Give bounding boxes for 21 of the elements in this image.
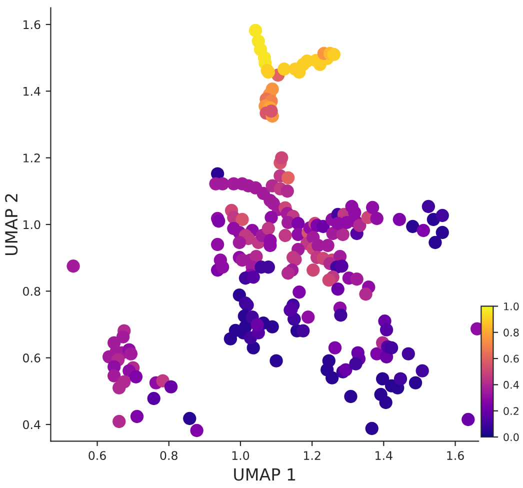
y-tick-label: 1.0 <box>24 220 40 230</box>
x-tick-label: 0.8 <box>160 451 178 460</box>
x-tick-label: 1.6 <box>447 451 464 460</box>
y-tick-label: 0.6 <box>23 354 40 362</box>
y-tick-label: 0.8 <box>23 286 40 296</box>
color-bar-label: 0.4 <box>504 380 519 389</box>
y-tick-label: 1.6 <box>24 20 40 30</box>
color-bar-label: 1.0 <box>504 302 519 310</box>
y-axis-title: UMAP 2 <box>5 194 18 255</box>
x-tick-label: 1.4 <box>376 451 392 460</box>
x-tick-label: 1.2 <box>304 451 320 460</box>
x-tick-label: 1.0 <box>232 451 250 460</box>
color-bar-label: 0.8 <box>504 328 519 336</box>
x-tick-label: 0.6 <box>88 451 106 460</box>
y-tick-label: 1.2 <box>24 154 40 162</box>
color-bar-label: 0.0 <box>504 433 519 442</box>
color-bar-label: 0.6 <box>504 354 519 363</box>
y-tick-label: 1.4 <box>24 87 40 96</box>
x-axis-title: UMAP 1 <box>234 468 296 481</box>
color-bar-label: 0.2 <box>504 407 518 415</box>
y-tick-label: 0.4 <box>23 420 40 430</box>
